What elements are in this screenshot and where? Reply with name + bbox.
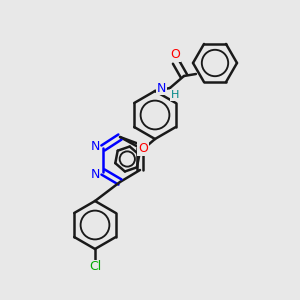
Text: H: H	[171, 90, 179, 100]
Text: O: O	[138, 142, 148, 155]
Text: N: N	[90, 167, 100, 181]
Text: O: O	[170, 49, 180, 62]
Text: N: N	[157, 82, 166, 94]
Text: Cl: Cl	[89, 260, 101, 274]
Text: N: N	[90, 140, 100, 152]
